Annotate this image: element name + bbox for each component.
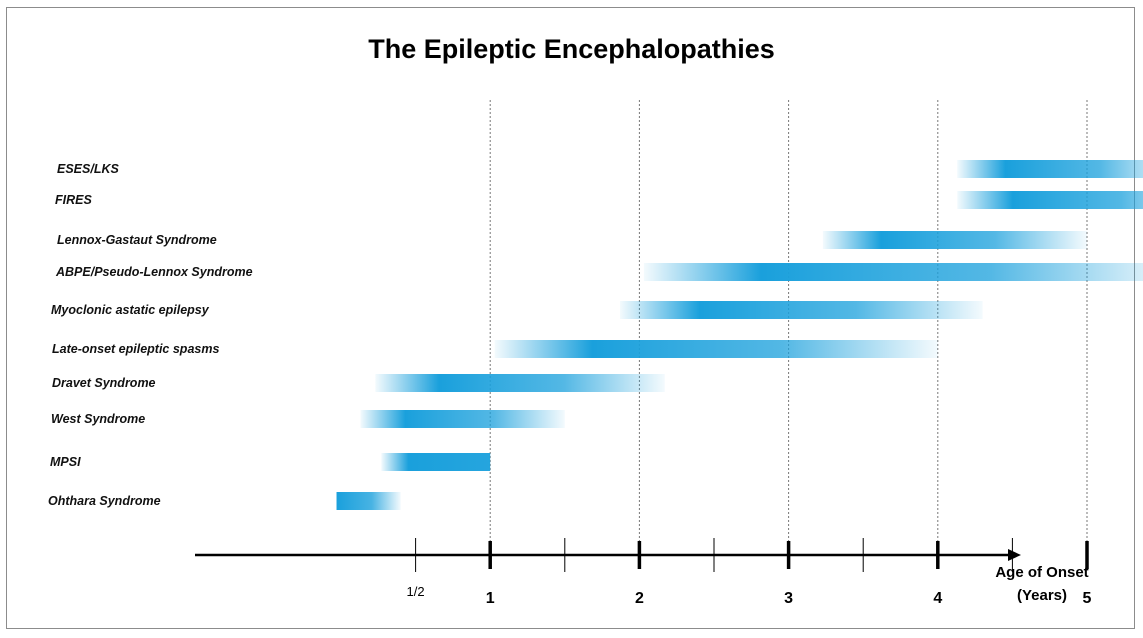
bar-dravet-syndrome <box>375 374 665 392</box>
bar-myoclonic-astatic-epilepsy <box>620 301 983 319</box>
x-axis: 1/2 1 2 3 4 5 <box>195 538 1092 607</box>
category-label: ESES/LKS <box>57 162 119 176</box>
category-label: Dravet Syndrome <box>52 376 156 390</box>
x-tick-label: 4 <box>933 590 942 607</box>
bar-lennox-gastaut-syndrome <box>822 231 1087 249</box>
x-tick-label: 5 <box>1083 590 1092 607</box>
bar-late-onset-epileptic-spasms <box>494 340 938 358</box>
x-tick-label: 2 <box>635 590 644 607</box>
category-labels: ESES/LKS FIRES Lennox-Gastaut Syndrome ABPE… <box>48 162 253 508</box>
bar-ohthara-syndrome <box>336 492 401 510</box>
category-label: Late-onset epileptic spasms <box>52 342 219 356</box>
x-tick-label: 1/2 <box>407 584 425 599</box>
bars <box>336 160 1143 510</box>
category-label: MPSI <box>50 455 81 469</box>
bar-fires <box>957 191 1143 209</box>
x-tick-label: 3 <box>784 590 793 607</box>
category-label: Ohthara Syndrome <box>48 494 161 508</box>
category-label: FIRES <box>55 193 92 207</box>
bar-west-syndrome <box>360 410 565 428</box>
chart-title: The Epileptic Encephalopathies <box>368 34 775 64</box>
category-label: Lennox-Gastaut Syndrome <box>57 233 217 247</box>
bar-abpe-pseudo-lennox-syndrome <box>643 263 1143 281</box>
category-label: ABPE/Pseudo-Lennox Syndrome <box>55 265 253 279</box>
category-label: Myoclonic astatic epilepsy <box>51 303 210 317</box>
bar-mpsi <box>381 453 491 471</box>
x-tick-label: 1 <box>486 590 495 607</box>
x-axis-title-line2: (Years) <box>1017 587 1067 604</box>
bar-eses-lks <box>957 160 1143 178</box>
x-axis-arrowhead <box>1008 549 1021 561</box>
category-label: West Syndrome <box>51 412 145 426</box>
x-axis-title-line1: Age of Onset <box>995 564 1088 581</box>
